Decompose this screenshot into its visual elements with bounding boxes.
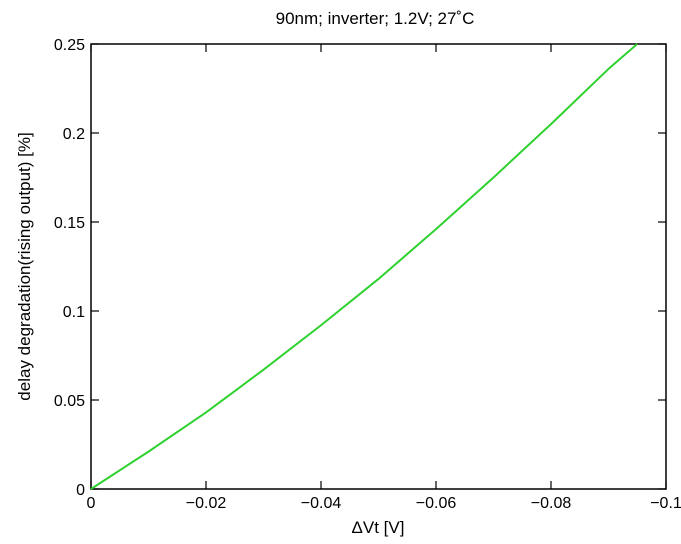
y-tick-label: 0.25 bbox=[54, 37, 85, 54]
y-tick-label: 0.2 bbox=[63, 126, 85, 143]
x-tick-label: −0.02 bbox=[186, 495, 227, 512]
series-layer bbox=[90, 43, 638, 490]
series-line bbox=[90, 43, 638, 490]
x-tick-label: −0.1 bbox=[650, 495, 681, 512]
axis-ticks: 0 −0.02 −0.04 −0.06 −0.08 −0.1 0 0.05 0.1 0.15 0.2… bbox=[54, 37, 681, 512]
x-axis-label: ΔVt [V] bbox=[352, 518, 405, 537]
x-tick-label: −0.06 bbox=[416, 495, 457, 512]
x-tick-label: 0 bbox=[87, 495, 96, 512]
y-tick-label: 0.05 bbox=[54, 393, 85, 410]
x-tick-label: −0.08 bbox=[531, 495, 572, 512]
y-tick-label: 0 bbox=[76, 482, 85, 499]
plot-frame bbox=[90, 43, 667, 490]
chart-title: 90nm; inverter; 1.2V; 27˚C bbox=[276, 9, 475, 28]
y-axis-label: delay degradation(rising output) [%] bbox=[15, 132, 34, 400]
y-tick-label: 0.1 bbox=[63, 304, 85, 321]
y-tick-label: 0.15 bbox=[54, 215, 85, 232]
x-tick-label: −0.04 bbox=[301, 495, 342, 512]
